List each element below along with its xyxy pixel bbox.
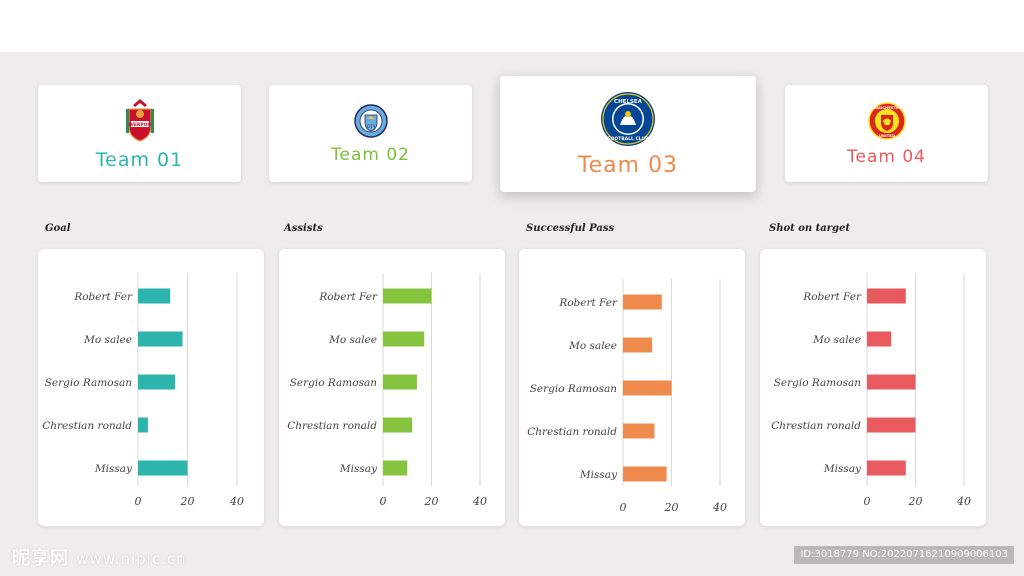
team-name: Team 01 (95, 148, 184, 171)
category-label: Mo salee (328, 334, 377, 346)
bar (383, 374, 417, 390)
bar (383, 331, 425, 347)
x-tick-label: 0 (864, 495, 871, 508)
x-tick-label: 40 (472, 495, 487, 508)
team-card-03[interactable]: CHELSEA FOOTBALL CLUB Team 03 (500, 76, 756, 192)
watermark-site: www.nipic.cn (76, 550, 187, 568)
category-label: Chrestian ronald (42, 420, 132, 432)
category-label: Missay (94, 463, 133, 475)
svg-text:MANCHESTER: MANCHESTER (872, 105, 901, 110)
bar (867, 331, 892, 347)
category-label: Missay (823, 463, 862, 475)
bar-chart-assists: Robert Fer Mo salee Sergio Ramosan Chrestia… (287, 273, 487, 508)
x-tick-label: 40 (712, 501, 727, 514)
x-tick-label: 20 (908, 495, 923, 508)
bar (867, 417, 916, 433)
category-label: Missay (579, 469, 618, 481)
bar (623, 423, 655, 439)
team-name: Team 02 (331, 144, 410, 165)
svg-text:CHELSEA: CHELSEA (614, 99, 643, 105)
x-tick-label: 0 (380, 495, 387, 508)
bar (138, 374, 176, 390)
chelsea-crest-icon: CHELSEA FOOTBALL CLUB (601, 91, 655, 146)
category-label: Robert Fer (318, 291, 378, 303)
svg-text:UNITED: UNITED (878, 133, 894, 138)
team-name: Team 03 (577, 152, 679, 178)
category-label: Chrestian ronald (527, 426, 617, 438)
bar (383, 288, 432, 304)
bar (383, 417, 413, 433)
category-label: Chrestian ronald (771, 420, 861, 432)
x-tick-label: 0 (135, 495, 142, 508)
chart-card-successful-pass: Robert Fer Mo salee Sergio Ramosan Chrestia… (519, 249, 745, 526)
bar (138, 331, 183, 347)
chart-title-goal: Goal (45, 223, 71, 234)
team-card-04[interactable]: MANCHESTER UNITED Team 04 (785, 85, 988, 182)
watermark-brand: 昵享网 www.nipic.cn (12, 544, 187, 570)
bar (623, 380, 672, 396)
bar (623, 294, 662, 310)
bar-chart-successful-pass: Robert Fer Mo salee Sergio Ramosan Chrestia… (527, 279, 727, 514)
chart-card-shot-on-target: Robert Fer Mo salee Sergio Ramosan Chrestia… (760, 249, 986, 526)
chart-title-assists: Assists (284, 223, 323, 234)
top-bar (0, 0, 1024, 52)
category-label: Sergio Ramosan (290, 377, 377, 389)
category-label: Chrestian ronald (287, 420, 377, 432)
bar (623, 337, 653, 353)
bar (623, 466, 667, 482)
x-tick-label: 40 (229, 495, 244, 508)
x-tick-label: 40 (956, 495, 971, 508)
category-label: Robert Fer (802, 291, 862, 303)
bar (138, 417, 148, 433)
bar-chart-shot-on-target: Robert Fer Mo salee Sergio Ramosan Chrestia… (771, 273, 971, 508)
liverpool-crest-icon: LIVERPOOL (125, 98, 154, 142)
svg-text:CITY: CITY (366, 124, 375, 129)
x-tick-label: 20 (664, 501, 679, 514)
x-tick-label: 20 (180, 495, 195, 508)
team-card-02[interactable]: CITY Team 02 (269, 85, 472, 182)
category-label: Sergio Ramosan (774, 377, 861, 389)
chart-card-goal: Robert Fer Mo salee Sergio Ramosan Chrestia… (38, 249, 264, 526)
bar (383, 460, 408, 476)
category-label: Robert Fer (73, 291, 133, 303)
category-label: Robert Fer (558, 297, 618, 309)
bar (138, 460, 188, 476)
category-label: Missay (339, 463, 378, 475)
category-label: Sergio Ramosan (45, 377, 132, 389)
category-label: Mo salee (812, 334, 861, 346)
watermark-brand-text: 昵享网 (12, 548, 69, 569)
chart-card-assists: Robert Fer Mo salee Sergio Ramosan Chrestia… (279, 249, 505, 526)
watermark-id: ID:3018779 NO:20220716210909006103 (794, 546, 1014, 564)
x-tick-label: 0 (620, 501, 627, 514)
team-name: Team 04 (847, 146, 926, 167)
category-label: Sergio Ramosan (530, 383, 617, 395)
team-card-01[interactable]: LIVERPOOL Team 01 (38, 85, 241, 182)
bar (138, 288, 171, 304)
bar-chart-goal: Robert Fer Mo salee Sergio Ramosan Chrestia… (42, 273, 244, 508)
category-label: Mo salee (568, 340, 617, 352)
bar (867, 374, 916, 390)
bar (867, 460, 906, 476)
chart-title-successful-pass: Successful Pass (526, 223, 615, 234)
category-label: Mo salee (83, 334, 132, 346)
manchester-united-crest-icon: MANCHESTER UNITED (867, 101, 906, 140)
x-tick-label: 20 (424, 495, 439, 508)
bar (867, 288, 906, 304)
chart-title-shot-on-target: Shot on target (769, 223, 851, 234)
svg-text:LIVERPOOL: LIVERPOOL (125, 122, 154, 128)
manchester-city-crest-icon: CITY (353, 103, 388, 138)
svg-text:FOOTBALL CLUB: FOOTBALL CLUB (607, 136, 649, 142)
